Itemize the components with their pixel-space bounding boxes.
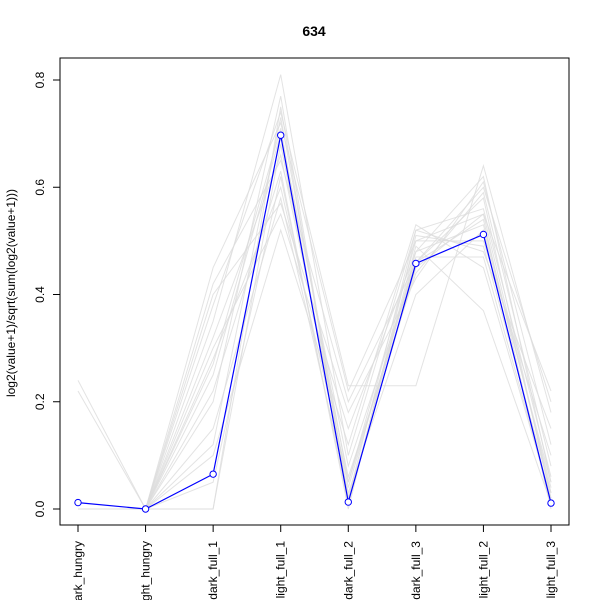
x-tick-label-0: dark_hungry <box>71 541 85 600</box>
highlight-series <box>74 131 555 513</box>
background-line-0 <box>77 121 552 511</box>
highlight-point-7 <box>547 499 555 507</box>
highlight-point-2 <box>209 470 217 478</box>
y-axis: 0.0 0.2 0.4 0.6 0.8 <box>33 71 61 517</box>
x-tick-label-5: dark_full_3 <box>409 541 423 600</box>
x-axis: dark_hungry light_hungry dark_full_1 light_… <box>71 524 558 600</box>
x-tick-label-6: light_full_2 <box>476 541 490 599</box>
highlight-point-5 <box>412 259 420 268</box>
x-tick-label-4: dark_full_2 <box>341 541 355 600</box>
background-lines <box>77 74 552 511</box>
background-line-15 <box>78 180 552 510</box>
y-tick-label-2: 0.4 <box>33 286 47 303</box>
background-line-17 <box>78 117 552 510</box>
background-line-11 <box>78 144 552 510</box>
background-line-2 <box>78 110 552 510</box>
highlight-point-0 <box>74 498 82 507</box>
background-line-8 <box>78 196 552 510</box>
highlight-point-6 <box>479 230 488 239</box>
chart-title: 634 <box>302 23 326 39</box>
background-line-13 <box>78 153 552 510</box>
y-tick-label-0: 0.0 <box>33 500 47 517</box>
background-line-9 <box>78 224 552 510</box>
x-tick-label-3: light_full_1 <box>274 541 288 599</box>
x-tick-label-1: light_hungry <box>139 541 153 600</box>
x-tick-label-2: dark_full_1 <box>206 541 220 600</box>
y-axis-label: log2(value+1)/sqrt(sum(log2(value+1))) <box>4 189 18 397</box>
y-tick-label-1: 0.2 <box>33 393 47 410</box>
y-tick-label-4: 0.8 <box>33 71 47 88</box>
y-tick-label-3: 0.6 <box>33 179 47 196</box>
highlight-line <box>77 135 552 510</box>
background-line-1 <box>77 159 552 511</box>
highlight-point-4 <box>344 498 352 506</box>
highlight-point-1 <box>141 505 150 513</box>
background-line-3 <box>78 74 552 510</box>
background-line-16 <box>78 171 552 510</box>
x-tick-label-7: light_full_3 <box>544 541 558 599</box>
highlight-point-3 <box>277 131 285 139</box>
